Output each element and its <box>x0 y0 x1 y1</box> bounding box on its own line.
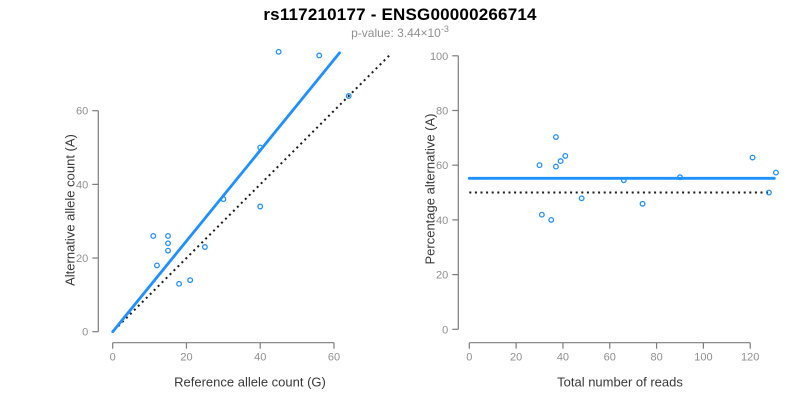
data-point <box>677 174 683 181</box>
data-point <box>201 244 208 250</box>
x-tick-label: 120 <box>741 352 759 364</box>
y-tick-label: 40 <box>76 179 88 191</box>
data-point <box>176 280 183 287</box>
data-point <box>187 277 194 284</box>
data-point <box>257 144 264 151</box>
data-point <box>536 162 543 169</box>
y-tick-label: 60 <box>436 160 448 172</box>
data-point <box>345 93 352 99</box>
data-point <box>765 189 772 196</box>
data-point <box>749 154 756 161</box>
right-chart-x-axis-title: Total number of reads <box>557 374 683 390</box>
page-title: rs117210177 - ENSG00000266714 <box>263 5 537 24</box>
x-tick-label: 100 <box>694 352 712 364</box>
y-tick-label: 0 <box>442 324 448 336</box>
y-tick-label: 20 <box>76 253 88 265</box>
x-tick-label: 0 <box>110 352 116 364</box>
data-point <box>257 203 264 210</box>
fit-line <box>111 51 341 334</box>
x-tick-label: 0 <box>466 352 472 364</box>
y-tick-label: 60 <box>76 106 88 118</box>
data-point <box>773 169 779 176</box>
data-point <box>316 52 323 59</box>
data-point <box>578 195 585 202</box>
data-point <box>275 48 282 55</box>
y-tick-label: 40 <box>436 215 448 227</box>
data-point <box>562 152 569 159</box>
y-tick-label: 100 <box>430 51 448 63</box>
data-point <box>620 177 627 184</box>
y-tick-label: 80 <box>436 106 448 118</box>
y-tick-label: 0 <box>82 327 88 339</box>
y-tick-label: 20 <box>436 270 448 282</box>
data-point <box>154 262 160 269</box>
data-point <box>150 232 157 239</box>
data-point <box>220 196 227 203</box>
data-point <box>165 240 171 247</box>
data-point <box>165 232 171 239</box>
data-point <box>552 134 559 140</box>
subtitle: p-value: 3.44×10-3 <box>0 24 800 40</box>
x-tick-label: 40 <box>254 352 266 364</box>
pvalue-text: p-value: 3.44×10 <box>351 26 441 40</box>
identity-line <box>117 53 392 327</box>
x-tick-label: 20 <box>180 352 192 364</box>
data-point <box>548 216 555 223</box>
data-point <box>639 200 646 207</box>
data-point <box>165 247 171 254</box>
pvalue-exponent: -3 <box>440 24 449 34</box>
data-point <box>538 211 545 218</box>
x-tick-label: 60 <box>604 352 616 364</box>
x-tick-label: 20 <box>510 352 522 364</box>
data-point <box>557 158 564 165</box>
left-chart-x-axis-title: Reference allele count (G) <box>174 374 326 390</box>
x-tick-label: 60 <box>328 352 340 364</box>
x-tick-label: 40 <box>557 352 569 364</box>
data-point <box>552 163 559 170</box>
x-tick-label: 80 <box>650 352 662 364</box>
